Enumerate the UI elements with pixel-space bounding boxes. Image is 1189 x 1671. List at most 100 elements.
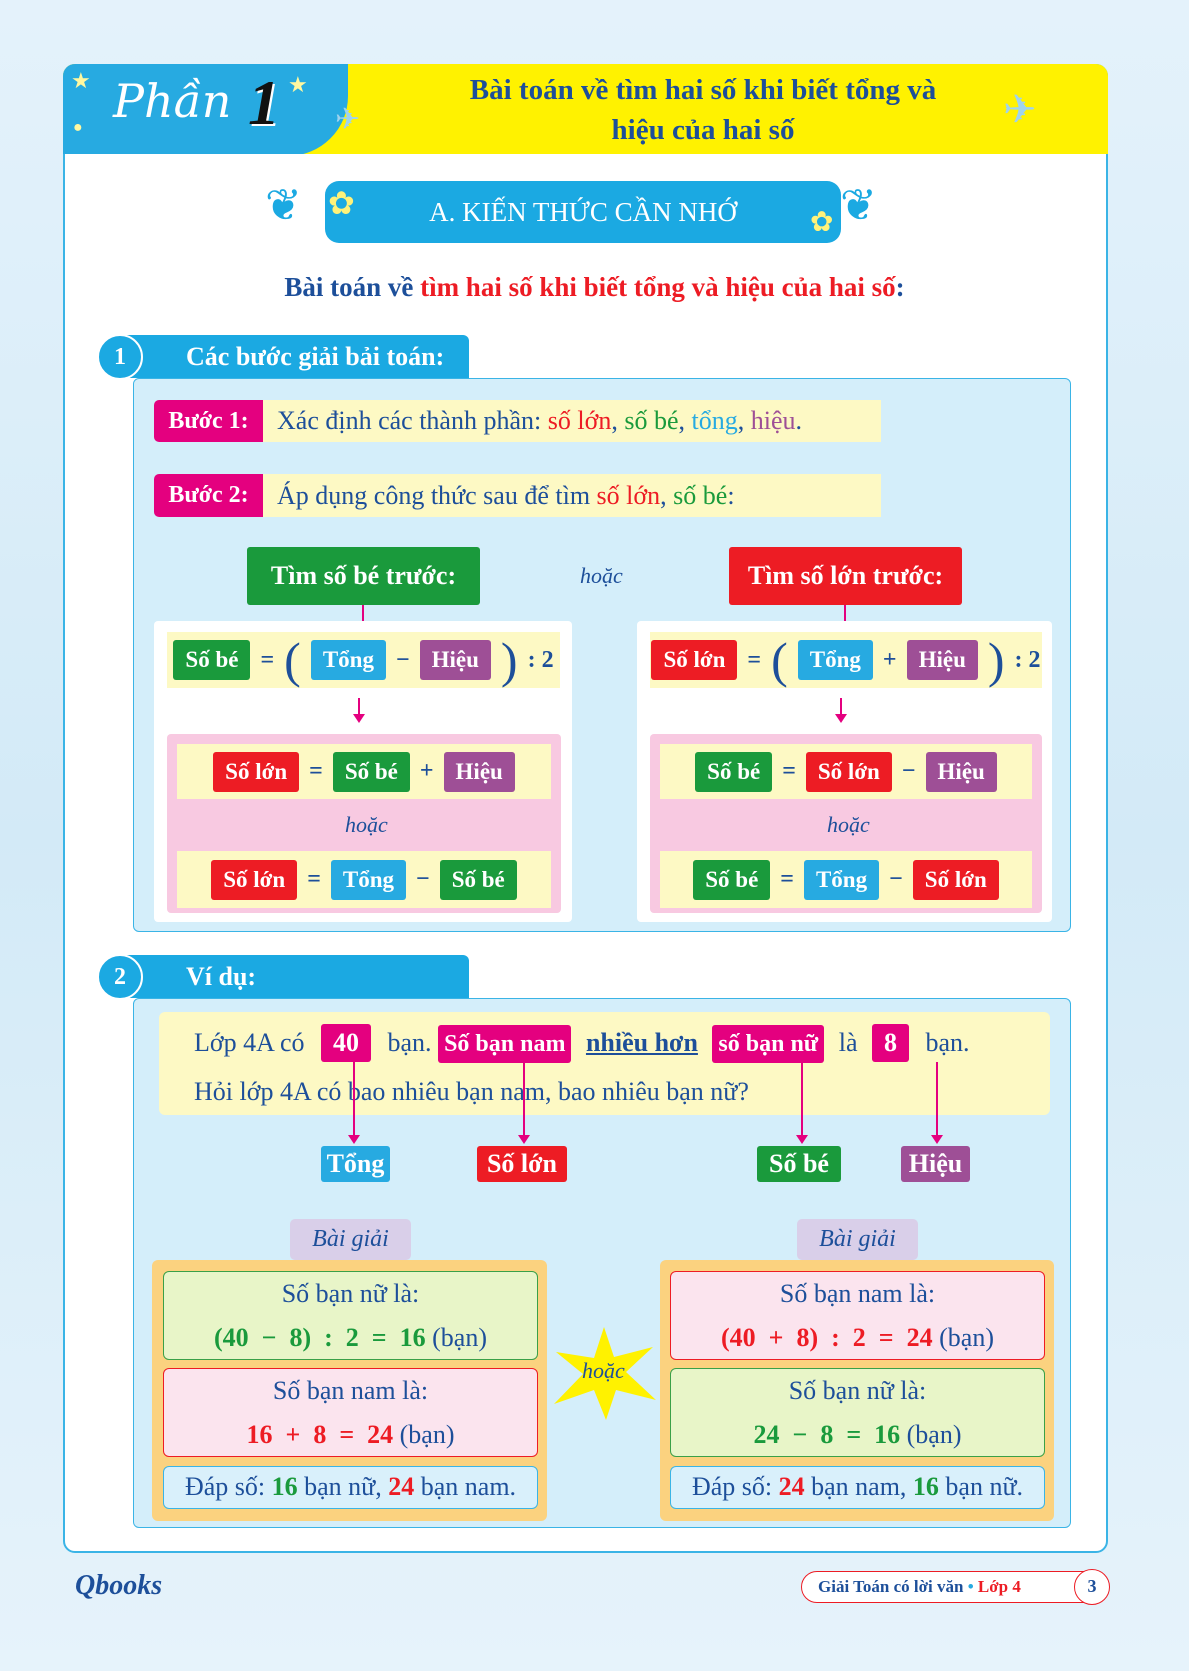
value-40: 40 (321, 1024, 372, 1062)
grade: Lớp 4 (977, 1577, 1021, 1596)
step-boys: Số bạn nam là: (40 + 8) : 2 = 24 (bạn) (670, 1271, 1045, 1360)
value: 24 (778, 1472, 805, 1501)
topic-heading: Bài toán về tìm hai số khi biết tổng và … (0, 272, 1189, 303)
starburst-icon (554, 1327, 656, 1420)
term-so-lon: Số lớn (211, 859, 298, 900)
topic-colon: : (895, 272, 905, 302)
step-text: Xác định các thành phần: (277, 406, 548, 435)
unit: (bạn) (906, 1420, 962, 1449)
formula-row: Số bé = (Tổng − Hiệu): 2 (167, 632, 560, 688)
term-hieu: Hiệu (419, 640, 491, 680)
part-number: 1 (248, 67, 280, 138)
arrow-down-icon (353, 698, 365, 723)
term-so-be: Số bé (332, 751, 410, 792)
op: = (747, 646, 762, 673)
publisher-logo: Qbooks (75, 1570, 163, 1601)
leaf-icon: ❦ (840, 181, 877, 230)
term: tổng (691, 406, 738, 435)
airplane-icon: ✈ (335, 103, 361, 136)
unit: (bạn) (399, 1420, 455, 1449)
value: 16 (271, 1472, 298, 1501)
op: + (419, 758, 434, 784)
separator: • (967, 1577, 974, 1596)
arrow-down-icon (931, 1062, 943, 1144)
title-line: Bài toán về tìm hai số khi biết tổng và (469, 74, 937, 106)
term-tong: Tổng (330, 859, 407, 900)
question: Số bạn nam là: (779, 1279, 936, 1308)
op: = (307, 866, 321, 892)
or-label: hoặc (827, 812, 870, 837)
expression: 16 + 8 = 24 (246, 1420, 394, 1449)
term-so-be: Số bé (695, 751, 773, 792)
term-tong: Tổng (803, 859, 880, 900)
term-so-lon: Số lớn (213, 751, 300, 792)
section-number: 1 (97, 334, 143, 380)
formula-row: Số bé = Số lớn − Hiệu (660, 744, 1032, 799)
book-footer: Giải Toán có lời văn • Lớp 4 (801, 1571, 1108, 1603)
term: số bé (673, 481, 728, 510)
problem-line-1: Lớp 4A có 40 bạn. Số bạn nam nhiều hơn s… (194, 1024, 970, 1063)
text: Đáp số: (691, 1472, 779, 1501)
arrow-down-icon (518, 1062, 530, 1144)
term-so-be: Số bé (693, 859, 771, 900)
solution-label: Bài giải (290, 1219, 411, 1260)
text: bạn nữ. (938, 1472, 1024, 1501)
arrow-down-icon (348, 1062, 360, 1144)
unit: (bạn) (432, 1323, 487, 1352)
formula-row: Số lớn = Tổng − Số bé (177, 851, 551, 908)
op: ( (771, 632, 788, 688)
op: = (309, 758, 323, 784)
op: + (882, 646, 897, 673)
op: = (782, 758, 796, 784)
find-small-first-heading: Tìm số bé trước: (247, 547, 480, 605)
page-number: 3 (1074, 1569, 1110, 1605)
or-label: hoặc (580, 563, 623, 588)
term: hiệu (750, 406, 796, 435)
step-girls: Số bạn nữ là: (40 − 8) : 2 = 16 (bạn) (163, 1271, 538, 1360)
step-1-text: Xác định các thành phần: số lớn, số bé, … (263, 400, 881, 442)
topic-highlight: tìm hai số khi biết tổng và hiệu của hai… (420, 272, 896, 302)
boys-count-phrase: Số bạn nam (438, 1025, 572, 1063)
text: là (838, 1028, 858, 1057)
more-than-phrase: nhiều hơn (585, 1028, 698, 1057)
op: ) (987, 632, 1005, 688)
unit: (bạn) (939, 1323, 994, 1352)
op: = (780, 866, 794, 892)
term-tong: Tổng (797, 640, 873, 680)
term: số bé (624, 406, 679, 435)
section-heading: A. KIẾN THỨC CẦN NHỚ (325, 181, 841, 243)
value: 24 (388, 1472, 415, 1501)
label-tong: Tổng (321, 1146, 390, 1182)
flower-icon: ✿ (810, 207, 834, 238)
label-so-lon: Số lớn (477, 1146, 567, 1182)
step-2-label: Bước 2: (154, 474, 263, 517)
arrow-down-icon (835, 698, 847, 723)
op: − (416, 866, 430, 892)
answer: Đáp số: 24 bạn nam, 16 bạn nữ. (670, 1466, 1045, 1509)
part-badge: ★ ★ ● Phần 1 (63, 64, 348, 154)
star-icon: ★ (71, 68, 91, 93)
op: ( (284, 632, 301, 688)
op: − (395, 646, 410, 673)
op: − (901, 758, 916, 784)
step-boys: Số bạn nam là: 16 + 8 = 24 (bạn) (163, 1368, 538, 1457)
term-hieu: Hiệu (906, 640, 978, 680)
part-banner: ★ ★ ● Phần 1 ✈ ✈ Bài toán về tìm hai số … (63, 64, 1108, 154)
star-icon: ★ (288, 72, 308, 97)
step-1-label: Bước 1: (154, 400, 263, 442)
op: ) (500, 632, 518, 688)
fish-icon: ● (73, 119, 83, 136)
label-hieu: Hiệu (901, 1146, 970, 1182)
arrow-down-icon (796, 1062, 808, 1144)
value-8: 8 (871, 1024, 909, 1062)
flower-icon: ✿ (328, 185, 355, 221)
step-girls: Số bạn nữ là: 24 − 8 = 16 (bạn) (670, 1368, 1045, 1457)
connector (844, 605, 846, 621)
text: Lớp 4A có (194, 1028, 305, 1057)
problem-line-2: Hỏi lớp 4A có bao nhiêu bạn nam, bao nhi… (194, 1077, 749, 1106)
airplane-icon: ✈ (1003, 87, 1037, 132)
term-so-lon: Số lớn (805, 751, 892, 792)
expression: (40 − 8) : 2 = 16 (214, 1323, 426, 1352)
text: bạn. (925, 1028, 970, 1057)
leaf-icon: ❦ (265, 181, 302, 230)
